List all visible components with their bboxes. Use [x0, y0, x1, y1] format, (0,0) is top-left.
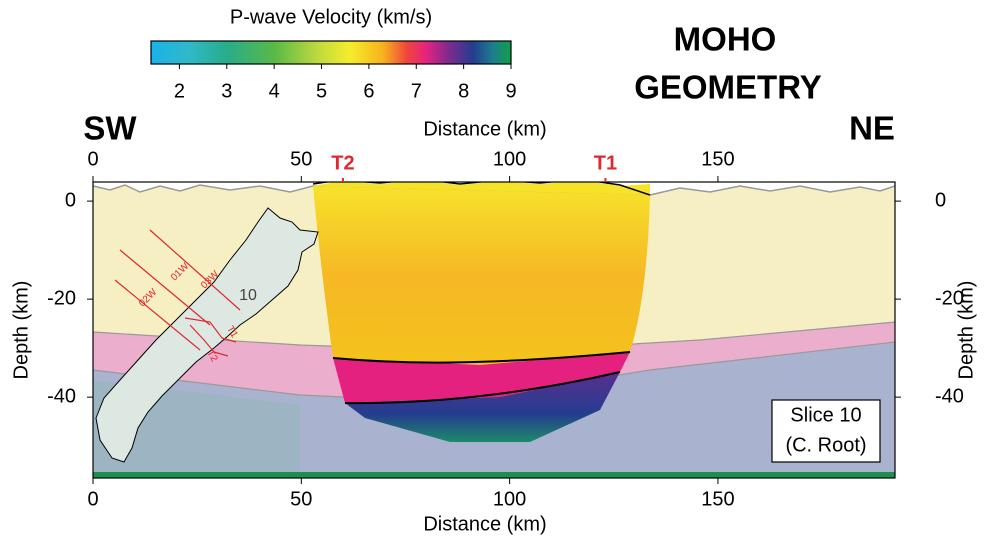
colorbar-title: P-wave Velocity (km/s)	[230, 6, 432, 28]
colorbar-tick-label: 7	[411, 80, 422, 102]
section-layers	[93, 182, 895, 478]
y-tick-label: -40	[935, 385, 964, 407]
y-axis-label: Depth (km)	[10, 281, 32, 380]
plot-frame	[92, 181, 896, 479]
marker-label: T2	[331, 152, 354, 174]
x-tick-label: 50	[290, 148, 312, 170]
x-tick-label: 100	[493, 488, 526, 510]
map-label: T1	[224, 324, 240, 340]
inset-box	[771, 399, 881, 463]
y-tick-label: -40	[47, 385, 76, 407]
colorbar-tick-label: 8	[458, 80, 469, 102]
y-tick-label: 0	[65, 189, 76, 211]
x-tick-label: 0	[87, 148, 98, 170]
x-tick-label: 0	[87, 488, 98, 510]
y-tick-label: -20	[47, 287, 76, 309]
inset-text: Slice 10	[790, 404, 861, 426]
colorbar	[150, 40, 512, 65]
colorbar-tick-label: 4	[269, 80, 280, 102]
y-tick-label: -20	[935, 287, 964, 309]
colorbar-tick-label: 9	[505, 80, 516, 102]
x-tick-label: 100	[493, 148, 526, 170]
inset-text: (C. Root)	[785, 434, 866, 456]
title: GEOMETRY	[634, 69, 822, 106]
marker-label: T1	[594, 152, 617, 174]
colorbar-tick-label: 6	[363, 80, 374, 102]
side-label: SW	[83, 110, 137, 147]
y-axis-label: Depth (km)	[955, 281, 977, 380]
colorbar-tick-label: 3	[221, 80, 232, 102]
side-label: NE	[849, 110, 895, 147]
x-axis-label: Distance (km)	[423, 118, 546, 140]
x-tick-label: 50	[290, 488, 312, 510]
y-tick-label: 0	[935, 189, 946, 211]
x-tick-label: 150	[701, 488, 734, 510]
colorbar-tick-label: 5	[316, 80, 327, 102]
title: MOHO	[674, 21, 777, 58]
x-tick-label: 150	[701, 148, 734, 170]
map-label: 10	[239, 287, 257, 304]
colorbar-tick-label: 2	[174, 80, 185, 102]
x-axis-label: Distance (km)	[423, 513, 546, 535]
map-label: T2	[204, 348, 220, 364]
